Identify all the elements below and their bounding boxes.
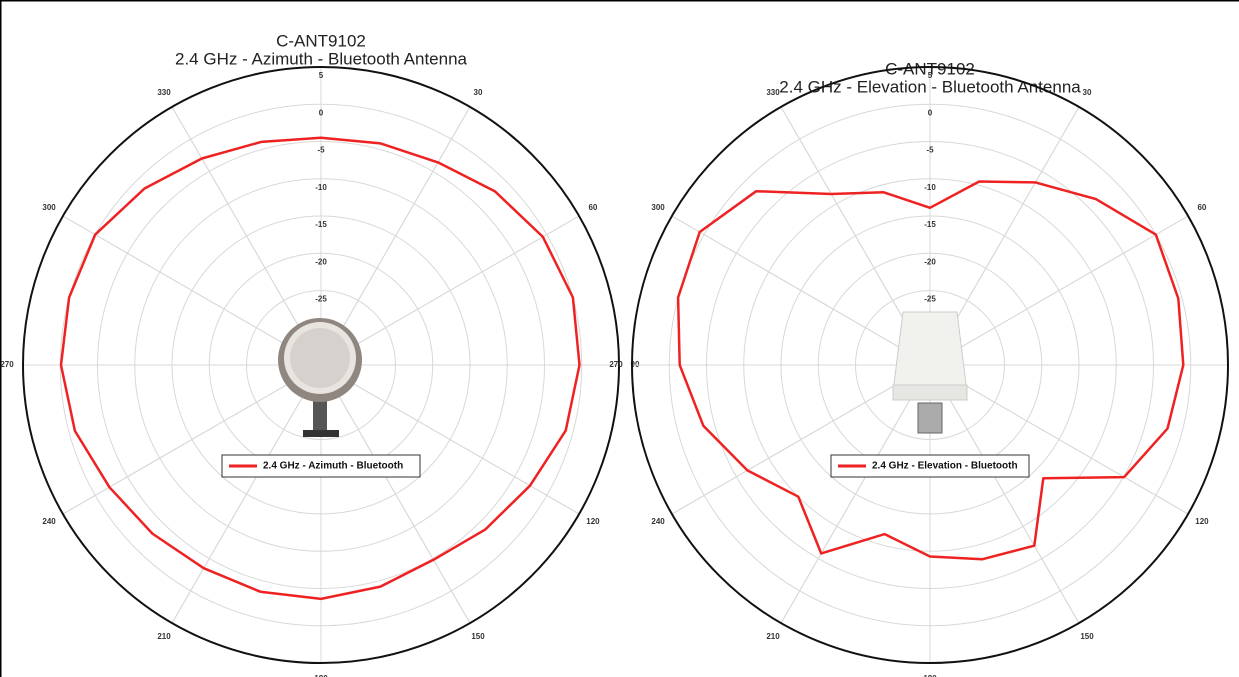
chart-subtitle: 2.4 GHz - Azimuth - Bluetooth Antenna: [175, 49, 468, 68]
angle-tick-label: 30: [474, 88, 483, 97]
angle-tick-label: 330: [766, 88, 780, 97]
angle-tick-label: 210: [157, 632, 171, 641]
chart-title: C-ANT9102: [276, 31, 366, 50]
angle-tick-label: 120: [586, 517, 600, 526]
angle-tick-label: 60: [588, 203, 597, 212]
angle-tick-label: 30: [1083, 88, 1092, 97]
antenna-elevation: [892, 311, 968, 434]
legend-box: [830, 454, 1030, 478]
radial-tick-label: -10: [924, 183, 936, 192]
radial-tick-label: -15: [315, 220, 327, 229]
angle-tick-label: 180: [314, 674, 328, 677]
angle-tick-label: 270: [0, 360, 14, 369]
radial-tick-label: -20: [924, 257, 936, 266]
legend-label: 2.4 GHz - Azimuth - Bluetooth: [263, 461, 403, 472]
angle-tick-label: 150: [1080, 632, 1094, 641]
series-line: [676, 180, 1185, 561]
angle-tick-label: 330: [157, 88, 171, 97]
angle-tick-label: 60: [1197, 203, 1206, 212]
legend-box: [221, 454, 421, 478]
radial-tick-label: -15: [924, 220, 936, 229]
angle-tick-label: 120: [1195, 517, 1209, 526]
radial-tick-label: -10: [315, 183, 327, 192]
angle-tick-label: 240: [42, 517, 56, 526]
angle-tick-label: 150: [471, 632, 485, 641]
radial-tick-label: -5: [926, 146, 934, 155]
series-line: [59, 136, 581, 601]
radial-tick-label: 0: [928, 108, 933, 117]
angle-tick-label: 240: [651, 517, 665, 526]
radial-tick-label: -25: [924, 295, 936, 304]
angle-tick-label: 300: [651, 203, 665, 212]
angle-tick-label: 210: [766, 632, 780, 641]
radial-tick-label: 5: [319, 71, 324, 80]
legend-label: 2.4 GHz - Elevation - Bluetooth: [872, 461, 1018, 472]
antenna-azimuth: [278, 318, 362, 437]
overlay: 2.4 GHz - Azimuth - Bluetooth 2.4 GHz - E…: [221, 454, 1030, 478]
angle-tick-label: 300: [42, 203, 56, 212]
radial-tick-label: -25: [315, 295, 327, 304]
radial-tick-label: -20: [315, 257, 327, 266]
angle-tick-label: 270: [609, 360, 623, 369]
radial-tick-label: 0: [319, 108, 324, 117]
radial-tick-label: -5: [317, 146, 325, 155]
outer-circle: [22, 66, 620, 664]
radial-tick-label: 5: [928, 71, 933, 80]
angle-tick-label: 180: [923, 674, 937, 677]
outer-circle: [631, 66, 1229, 664]
